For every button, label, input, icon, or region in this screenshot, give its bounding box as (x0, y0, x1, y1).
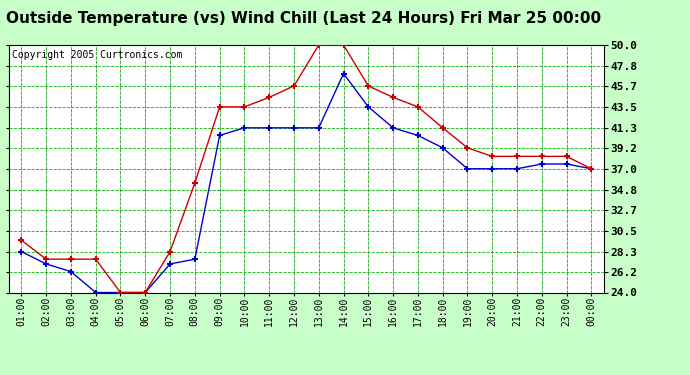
Text: Copyright 2005 Curtronics.com: Copyright 2005 Curtronics.com (12, 50, 182, 60)
Text: Outside Temperature (vs) Wind Chill (Last 24 Hours) Fri Mar 25 00:00: Outside Temperature (vs) Wind Chill (Las… (6, 11, 601, 26)
